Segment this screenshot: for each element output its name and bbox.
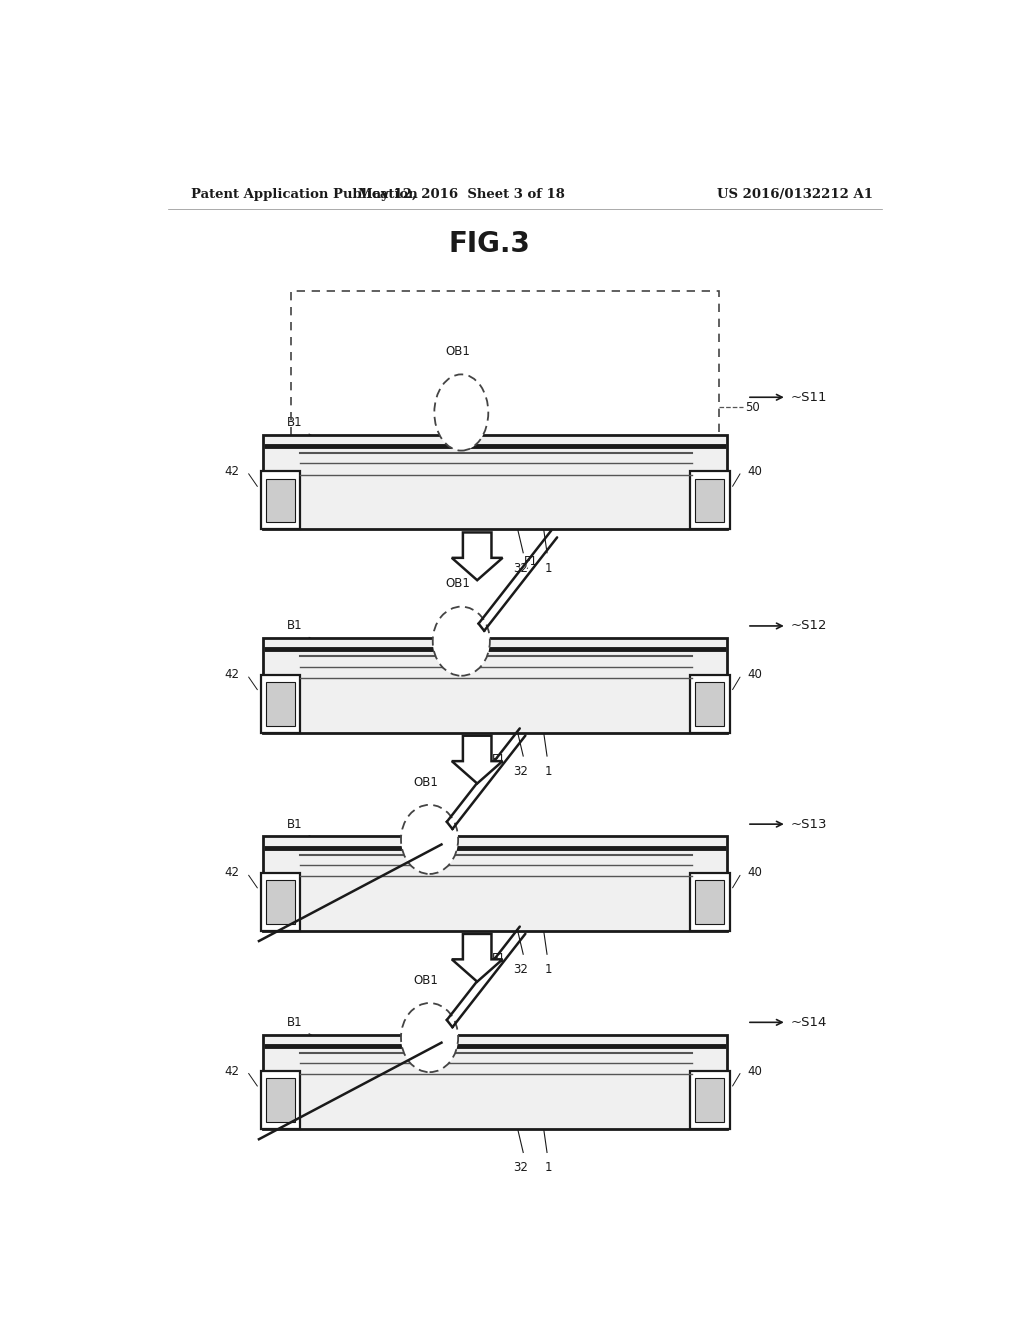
Text: B1: B1: [287, 619, 302, 632]
Text: 40: 40: [748, 668, 762, 681]
Polygon shape: [690, 1071, 729, 1129]
Text: 42: 42: [224, 465, 240, 478]
Text: 1: 1: [545, 1162, 552, 1175]
Text: OB1: OB1: [444, 345, 470, 358]
Text: 1: 1: [545, 561, 552, 574]
Text: F1: F1: [524, 556, 538, 568]
Text: B1: B1: [287, 1016, 302, 1028]
Text: 40: 40: [748, 465, 762, 478]
Text: F1: F1: [493, 754, 506, 767]
Text: OB1: OB1: [413, 776, 438, 788]
Polygon shape: [690, 471, 729, 529]
Polygon shape: [452, 735, 503, 784]
Text: OB1: OB1: [413, 974, 438, 987]
Polygon shape: [266, 479, 295, 523]
Polygon shape: [263, 1035, 727, 1129]
Text: ~S11: ~S11: [791, 391, 827, 404]
Polygon shape: [695, 880, 724, 924]
Text: ~S12: ~S12: [791, 619, 827, 632]
Polygon shape: [695, 479, 724, 523]
Polygon shape: [266, 682, 295, 726]
Text: OB1: OB1: [444, 577, 470, 590]
Polygon shape: [452, 532, 503, 581]
Polygon shape: [263, 638, 727, 733]
Text: 32: 32: [513, 764, 528, 777]
Text: ~S14: ~S14: [791, 1016, 827, 1028]
Text: 32: 32: [513, 561, 528, 574]
Polygon shape: [260, 873, 300, 931]
Polygon shape: [452, 935, 503, 982]
Polygon shape: [690, 873, 729, 931]
Text: 1: 1: [545, 764, 552, 777]
Polygon shape: [695, 1078, 724, 1122]
Ellipse shape: [401, 805, 458, 874]
Text: 1: 1: [545, 964, 552, 975]
Polygon shape: [690, 675, 729, 733]
Polygon shape: [266, 1078, 295, 1122]
Ellipse shape: [401, 1003, 458, 1072]
Text: 32: 32: [513, 1162, 528, 1175]
Text: B1: B1: [287, 416, 302, 429]
Ellipse shape: [434, 375, 488, 450]
Text: May 12, 2016  Sheet 3 of 18: May 12, 2016 Sheet 3 of 18: [357, 189, 565, 202]
Text: 32: 32: [513, 964, 528, 975]
Text: 40: 40: [748, 1065, 762, 1077]
Polygon shape: [260, 1071, 300, 1129]
Text: 42: 42: [224, 1065, 240, 1077]
Text: B1: B1: [287, 817, 302, 830]
Polygon shape: [266, 880, 295, 924]
Text: FIG.3: FIG.3: [449, 230, 530, 257]
Text: US 2016/0132212 A1: US 2016/0132212 A1: [717, 189, 872, 202]
Polygon shape: [695, 682, 724, 726]
Polygon shape: [263, 434, 727, 529]
Polygon shape: [260, 471, 300, 529]
Text: 50: 50: [745, 401, 760, 414]
Text: Patent Application Publication: Patent Application Publication: [191, 189, 418, 202]
Ellipse shape: [433, 607, 489, 676]
Polygon shape: [263, 837, 727, 931]
Text: 42: 42: [224, 668, 240, 681]
Text: 40: 40: [748, 866, 762, 879]
Text: 42: 42: [224, 866, 240, 879]
Text: ~S13: ~S13: [791, 817, 827, 830]
Text: F1: F1: [493, 952, 506, 965]
Polygon shape: [260, 675, 300, 733]
